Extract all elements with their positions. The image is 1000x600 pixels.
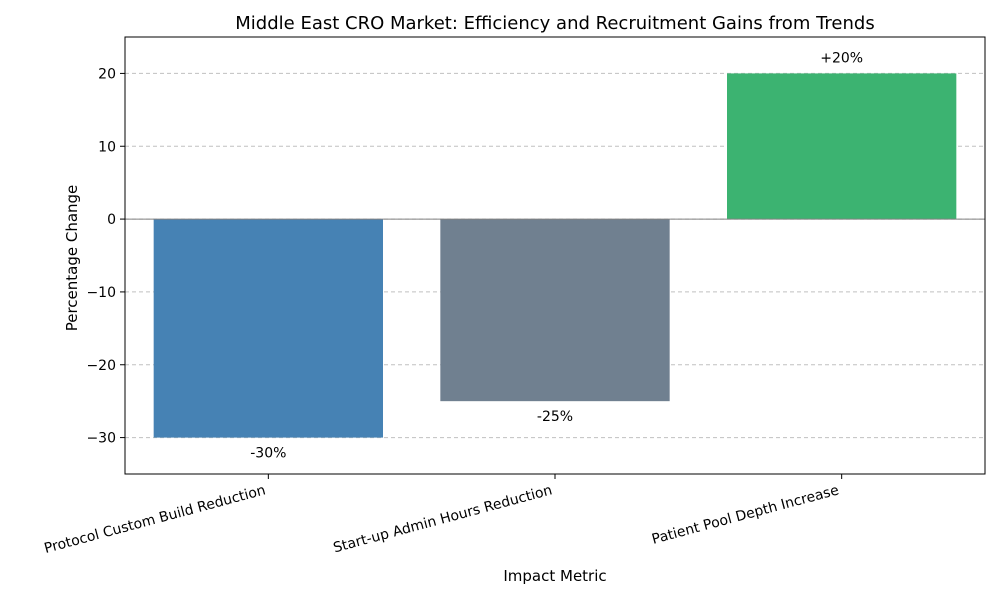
y-axis-ticks: −30 −20 −10 0 10 20 xyxy=(86,66,125,447)
data-labels: -30% -25% +20% xyxy=(250,50,863,461)
y-tick-label: 0 xyxy=(107,212,116,228)
y-tick-label: 20 xyxy=(98,66,116,82)
y-tick-label: −30 xyxy=(86,431,116,447)
y-tick-label: 10 xyxy=(98,139,116,155)
bar-start-up-admin-hours-reduction xyxy=(440,219,670,402)
y-tick-label: −10 xyxy=(86,285,116,301)
x-tick-label-patient-pool-depth-increase: Patient Pool Depth Increase xyxy=(650,482,841,547)
data-label-protocol-custom-build-reduction: -30% xyxy=(250,446,286,462)
chart-title: Middle East CRO Market: Efficiency and R… xyxy=(235,13,874,34)
y-axis-label: Percentage Change xyxy=(63,185,81,332)
bars xyxy=(153,73,957,438)
data-label-patient-pool-depth-increase: +20% xyxy=(820,50,863,66)
data-label-start-up-admin-hours-reduction: -25% xyxy=(537,409,573,425)
x-axis-label: Impact Metric xyxy=(503,567,606,585)
bar-protocol-custom-build-reduction xyxy=(153,219,383,438)
y-tick-label: −20 xyxy=(86,358,116,374)
x-axis-ticks: Protocol Custom Build Reduction Start-up … xyxy=(42,474,843,557)
bar-patient-pool-depth-increase xyxy=(727,73,957,220)
x-tick-label-start-up-admin-hours-reduction: Start-up Admin Hours Reduction xyxy=(332,482,554,556)
x-tick-label-protocol-custom-build-reduction: Protocol Custom Build Reduction xyxy=(42,482,267,557)
